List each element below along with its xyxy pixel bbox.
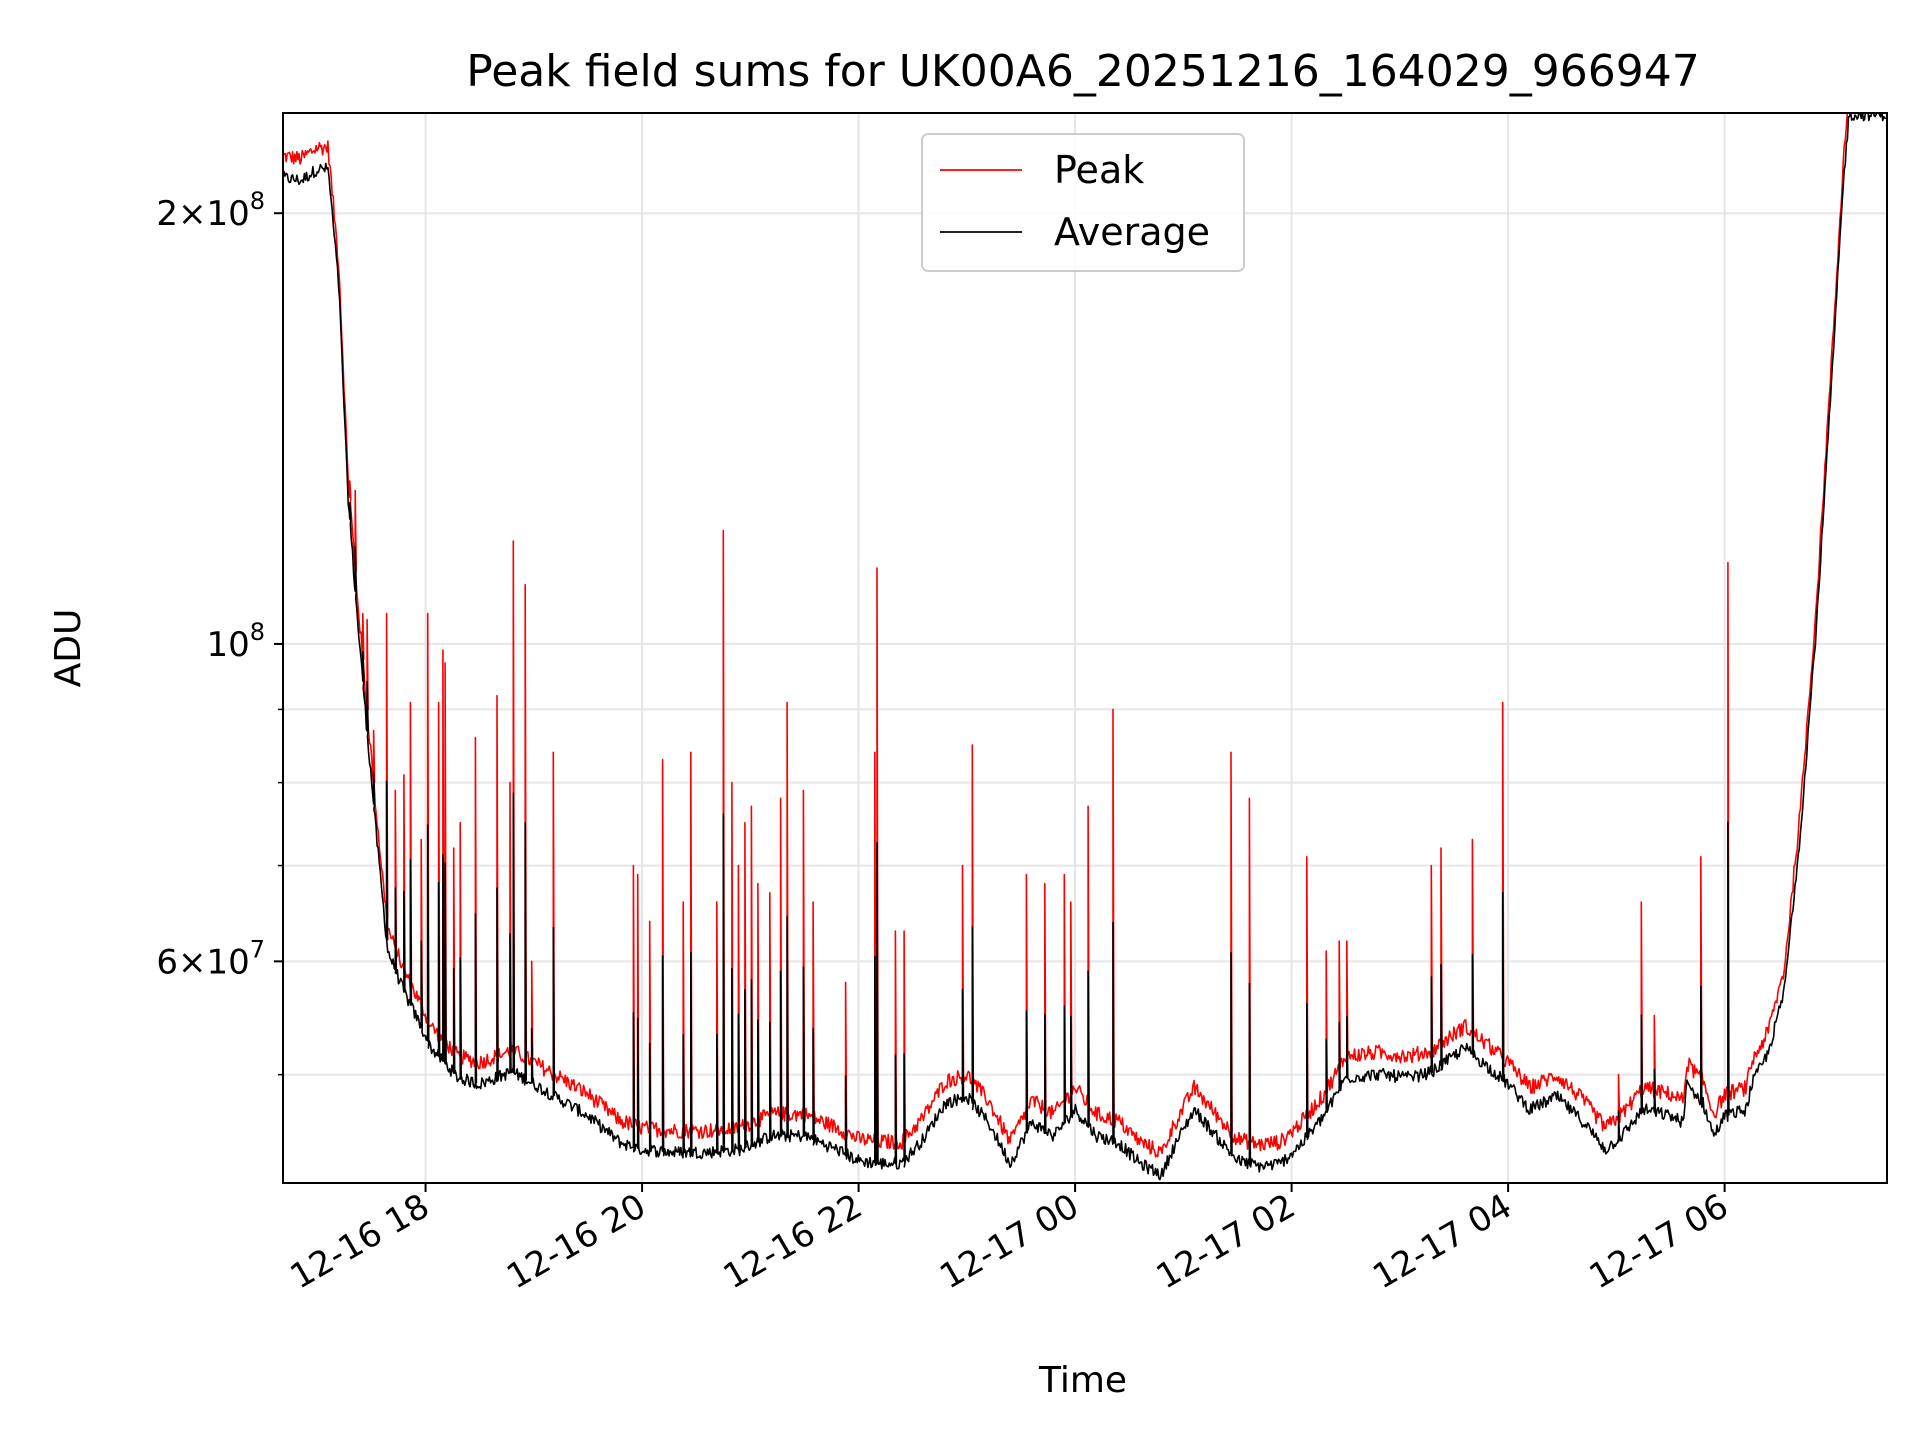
legend: Peak Average: [921, 133, 1245, 272]
plot-frame: [282, 112, 1888, 1184]
chart-title: Peak field sums for UK00A6_20251216_1640…: [466, 46, 1699, 97]
legend-label-peak: Peak: [1054, 148, 1144, 192]
y-axis-label: ADU: [48, 609, 89, 688]
legend-box: [921, 133, 1245, 272]
series-layer: [283, 113, 1887, 1181]
y-axis: 6×107 108 2×108: [156, 187, 283, 1076]
x-axis-label: Time: [1038, 1360, 1127, 1401]
legend-label-average: Average: [1054, 210, 1210, 254]
y-tick-label: 108: [206, 618, 265, 665]
y-tick-label: 6×107: [156, 935, 265, 982]
y-tick-label: 2×108: [156, 187, 265, 234]
series-line-average: [283, 113, 1887, 1181]
series-line-peak: [283, 113, 1849, 1158]
